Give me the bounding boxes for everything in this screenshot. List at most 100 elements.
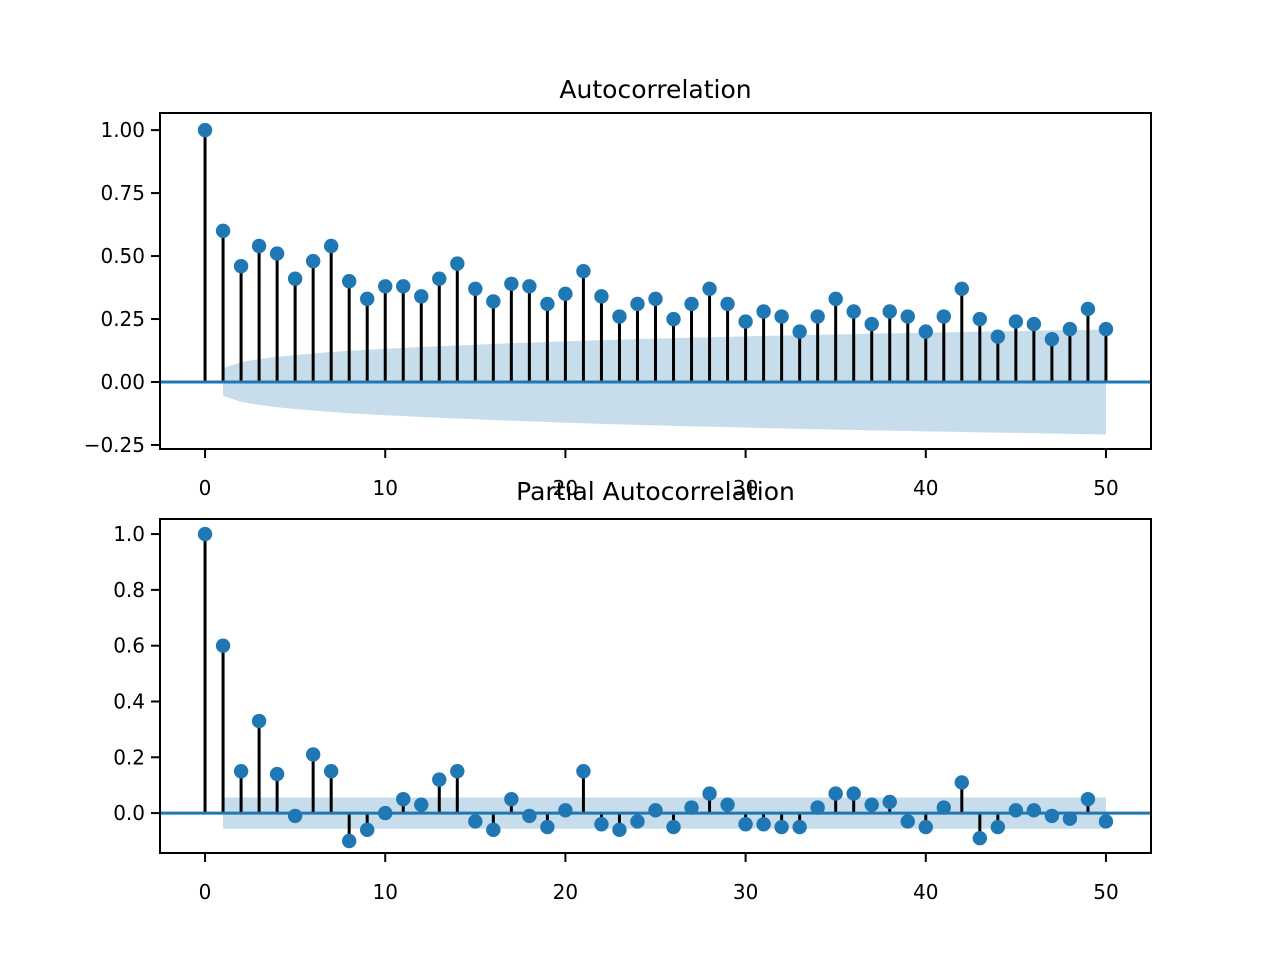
x-tick-label: 20 <box>553 880 578 904</box>
stem-marker <box>522 808 537 824</box>
stem-marker <box>594 817 609 832</box>
stem-marker <box>287 808 303 824</box>
pacf-title: Partial Autocorrelation <box>516 477 795 506</box>
stem-marker <box>323 764 339 779</box>
stem-marker <box>1062 321 1078 337</box>
stem-marker <box>738 314 753 329</box>
stem-marker <box>666 311 681 327</box>
stem-marker <box>269 766 285 782</box>
stem-marker <box>954 775 970 790</box>
stem-marker <box>684 800 699 815</box>
stem-marker <box>810 800 825 815</box>
stem-marker <box>1098 321 1114 337</box>
stem-marker <box>1044 331 1060 347</box>
stem-marker <box>918 324 933 339</box>
stem-marker <box>648 803 663 818</box>
stem-marker <box>828 786 843 801</box>
stem-marker <box>612 822 627 838</box>
stem-marker <box>414 289 429 304</box>
stem-marker <box>558 286 573 302</box>
stem-marker <box>990 329 1006 344</box>
stem-marker <box>323 238 339 254</box>
stem-marker <box>576 764 591 779</box>
stem-marker <box>486 822 501 838</box>
stem-marker <box>810 309 825 324</box>
stem-marker <box>720 797 735 812</box>
stem-marker <box>504 791 519 807</box>
y-tick-label: 1.00 <box>100 118 145 142</box>
stem-marker <box>432 772 447 787</box>
stem-marker <box>341 274 357 289</box>
stem-marker <box>1026 803 1042 818</box>
y-tick-label: −0.25 <box>84 433 145 457</box>
y-tick-label: 0.6 <box>113 634 145 658</box>
stem-marker <box>522 279 537 294</box>
stem-marker <box>360 291 375 307</box>
stem-marker <box>233 764 249 779</box>
pacf-subplot: 0 10 20 30 40 50 1.0 0.8 0.6 0.4 0.2 0.0 <box>113 518 1152 904</box>
stem-marker <box>684 296 699 312</box>
y-tick-label: 0.50 <box>100 244 145 268</box>
stem-marker <box>756 304 771 319</box>
stem-marker <box>540 296 555 312</box>
x-tick-label: 40 <box>913 476 938 500</box>
stem-marker <box>396 279 411 294</box>
stem-marker <box>1080 301 1096 317</box>
x-tick-label: 10 <box>373 476 398 500</box>
stem-marker <box>468 814 483 829</box>
stem-marker <box>972 311 988 327</box>
y-tick-label: 0.25 <box>100 307 145 331</box>
y-tick-label: 0.8 <box>113 578 145 602</box>
stem-marker <box>738 817 753 832</box>
stem-marker <box>1026 316 1042 332</box>
stem-marker <box>233 258 249 274</box>
stem-marker <box>774 819 789 835</box>
stem-marker <box>702 786 717 801</box>
x-tick-label: 30 <box>733 880 758 904</box>
stem-marker <box>630 814 645 829</box>
stem-marker <box>197 122 213 138</box>
stem-marker <box>648 291 663 307</box>
stem-marker <box>756 817 771 832</box>
acf-title: Autocorrelation <box>559 75 751 104</box>
stem-marker <box>450 764 465 779</box>
y-tick-label: 0.2 <box>113 745 145 769</box>
stem-marker <box>954 281 970 297</box>
stem-marker <box>936 800 951 815</box>
stem-marker <box>215 638 231 653</box>
stem-marker <box>900 309 915 324</box>
stem-marker <box>594 289 609 304</box>
stem-marker <box>792 324 807 339</box>
stem-marker <box>1008 803 1024 818</box>
x-tick-label: 0 <box>199 476 212 500</box>
stem-marker <box>666 819 681 835</box>
y-tick-label: 0.0 <box>113 801 145 825</box>
stem-marker <box>486 294 501 309</box>
stem-marker <box>287 271 303 286</box>
stem-marker <box>918 819 933 835</box>
stem-marker <box>305 253 321 269</box>
stem-marker <box>1044 808 1060 824</box>
stem-marker <box>1062 811 1078 826</box>
stem-marker <box>360 822 375 838</box>
stem-marker <box>251 713 267 729</box>
y-tick-label: 1.0 <box>113 522 145 546</box>
stem-marker <box>576 263 591 279</box>
x-tick-label: 50 <box>1093 476 1118 500</box>
stem-marker <box>702 281 717 297</box>
stem-marker <box>990 819 1006 835</box>
stem-marker <box>882 794 897 810</box>
stem-marker <box>450 256 465 271</box>
x-tick-label: 30 <box>733 476 758 500</box>
acf-subplot: 0 10 20 30 40 50 1.00 0.75 0.50 0.25 0.00 −0.25 <box>84 112 1152 500</box>
stem-marker <box>1080 791 1096 807</box>
stem-marker <box>720 296 735 312</box>
stem-marker <box>558 803 573 818</box>
stem-marker <box>972 831 988 846</box>
stem-marker <box>900 814 915 829</box>
stem-marker <box>341 833 357 849</box>
stem-marker <box>414 797 429 812</box>
stem-marker <box>432 271 447 286</box>
x-tick-label: 10 <box>373 880 398 904</box>
